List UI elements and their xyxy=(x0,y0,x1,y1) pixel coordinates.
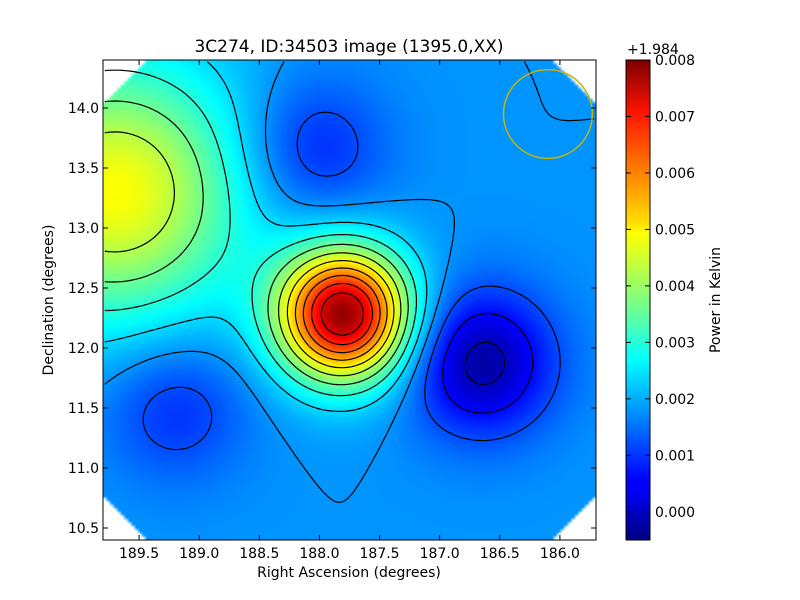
contour-line xyxy=(104,69,417,397)
colorbar-tick-label: 0.002 xyxy=(655,392,695,408)
contour-line xyxy=(104,61,595,503)
x-tick-label: 186.0 xyxy=(540,546,580,562)
colorbar-tick-label: 0.004 xyxy=(655,279,695,295)
contour-line xyxy=(286,260,395,369)
x-axis-ticks: 189.5 189.0 188.5 188.0 187.5 187.0 186.5 186.0 xyxy=(119,60,580,562)
colorbar-tick-label: 0.007 xyxy=(655,109,695,125)
colorbar-tick-label: 0.005 xyxy=(655,222,695,238)
colorbar-tick-label: 0.001 xyxy=(655,448,695,464)
x-tick-label: 187.0 xyxy=(420,546,460,562)
x-tick-label: 189.0 xyxy=(179,546,219,562)
colorbar-tick-label: 0.003 xyxy=(655,335,695,351)
x-tick-label: 187.5 xyxy=(360,546,400,562)
heatmap-image xyxy=(103,60,596,540)
y-axis-label: Declination (degrees) xyxy=(41,225,57,376)
colorbar-tick-label: 0.000 xyxy=(655,505,695,521)
y-tick-label: 12.5 xyxy=(68,281,99,297)
y-axis-ticks: 10.5 11.0 11.5 12.0 12.5 13.0 13.5 14.0 xyxy=(68,101,596,537)
x-tick-label: 189.5 xyxy=(119,546,159,562)
x-tick-label: 188.0 xyxy=(299,546,339,562)
colorbar-ticks: 0.000 0.001 0.002 0.003 0.004 0.005 0.006 0.007… xyxy=(626,53,695,521)
y-tick-label: 11.0 xyxy=(68,461,99,477)
y-tick-label: 11.5 xyxy=(68,401,99,417)
contour-line xyxy=(142,111,561,451)
beam-marker xyxy=(502,68,594,160)
y-tick-label: 10.5 xyxy=(68,521,99,537)
y-tick-label: 13.5 xyxy=(68,161,99,177)
chart-title: 3C274, ID:34503 image (1395.0,XX) xyxy=(194,37,503,57)
contour-line xyxy=(302,274,381,354)
y-tick-label: 13.0 xyxy=(68,221,99,237)
contour-line xyxy=(442,312,534,414)
contour-line xyxy=(320,292,364,336)
contour-line xyxy=(464,341,505,385)
x-tick-label: 188.5 xyxy=(239,546,279,562)
colorbar-tick-label: 0.006 xyxy=(655,166,695,182)
x-tick-label: 186.5 xyxy=(480,546,520,562)
contour-line xyxy=(104,100,409,386)
y-tick-label: 14.0 xyxy=(68,101,99,117)
plot-frame xyxy=(102,59,597,541)
colorbar-offset-text: +1.984 xyxy=(627,42,679,58)
contour-line xyxy=(104,131,402,377)
contour-line xyxy=(104,61,428,412)
contour-line xyxy=(311,282,374,346)
colorbar: 0.000 0.001 0.002 0.003 0.004 0.005 0.006 0.007… xyxy=(625,42,724,541)
colorbar-label: Power in Kelvin xyxy=(708,247,724,353)
colorbar-tick-label: 0.008 xyxy=(655,53,695,69)
contour-line xyxy=(294,267,388,361)
x-axis-label: Right Ascension (degrees) xyxy=(257,565,441,581)
colorbar-gradient xyxy=(625,59,651,541)
plot-area: 189.5 189.0 188.5 188.0 187.5 187.0 186.5 186.0… xyxy=(68,59,597,562)
y-tick-label: 12.0 xyxy=(68,341,99,357)
contour-lines xyxy=(104,61,595,503)
